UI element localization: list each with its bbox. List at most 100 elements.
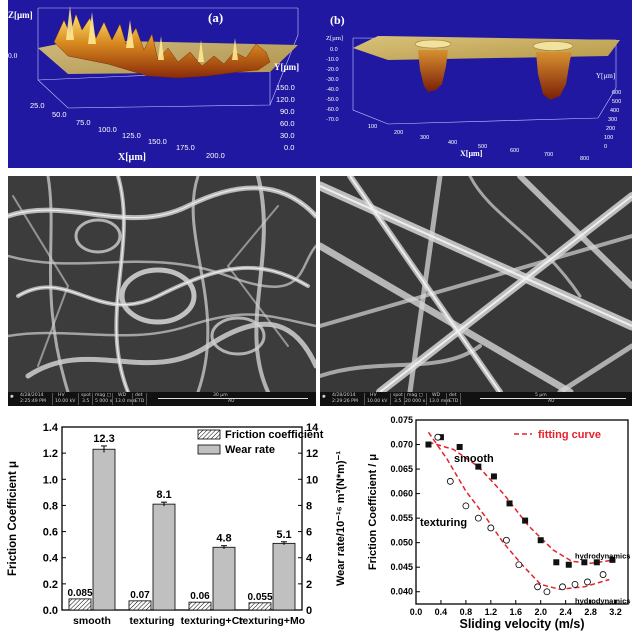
z-tick-b: -40.0 xyxy=(326,87,339,93)
x-ticks-b: 100 200 300 400 500 600 700 800 xyxy=(368,124,589,162)
scatter-chart-panel: 0.0 0.4 0.8 1.2 1.6 2.0 2.4 2.8 3.2 0.040 0.045 0.0… xyxy=(366,412,638,635)
sem-wd-label: WD xyxy=(118,393,127,398)
y-tick-label-right: 4 xyxy=(306,553,313,565)
x-axis-title-b: X[µm] xyxy=(460,149,483,158)
x-tick-a: 75.0 xyxy=(76,118,91,127)
y-tick-a: 120.0 xyxy=(276,95,295,104)
y-tick-a: 90.0 xyxy=(280,107,295,116)
y-tick-label: 0.040 xyxy=(390,587,413,597)
sem-det-label: det xyxy=(135,393,143,398)
sem-spot: 3.5 xyxy=(394,399,402,404)
friction-bar xyxy=(248,602,272,611)
panel-a-label: (a) xyxy=(208,10,223,25)
y-tick-b: 300 xyxy=(608,117,617,123)
y-tick-b: 500 xyxy=(612,99,621,105)
x-tick-a: 200.0 xyxy=(206,151,225,160)
y-tick-label-right: 10 xyxy=(306,474,318,486)
peaks-a xyxy=(66,6,238,62)
y-ticks-b: 600 500 400 300 200 100 0 xyxy=(604,90,621,150)
sem-mag: 20 000 x xyxy=(405,399,426,404)
sem-logo-icon: ✺ xyxy=(322,395,326,400)
y-tick-label-left: 1.0 xyxy=(43,474,58,486)
sem-date: 4/28/2014 xyxy=(20,393,44,398)
surface-figure: Z[µm] 0.0 (a) 25.0 50.0 75.0 100.0 125.0… xyxy=(8,6,621,163)
sem-right-fibers xyxy=(320,176,632,396)
y-tick-label-left: 0.2 xyxy=(43,579,58,591)
dimple-pit-1 xyxy=(418,50,448,92)
x-category-label: texturing+Mo xyxy=(239,615,305,627)
x-ticks-a: 25.0 50.0 75.0 100.0 125.0 150.0 175.0 2… xyxy=(30,101,225,160)
y-tick-label-left: 0.6 xyxy=(43,527,58,539)
sem-image-left: ✺ 4/28/2014 2:25:49 PM HV 10.00 kV spot … xyxy=(8,176,316,406)
wear-bar xyxy=(272,542,296,611)
sem-hv-label: HV xyxy=(370,393,377,398)
sem-scale-label: 30 µm xyxy=(213,393,228,398)
y-tick-label-left: 0.4 xyxy=(43,553,59,565)
data-point-smooth xyxy=(537,537,544,544)
x-tick-label: 0.0 xyxy=(410,607,423,617)
sem-date: 4/28/2014 xyxy=(332,393,356,398)
data-point-texturing xyxy=(584,578,591,586)
data-point-smooth xyxy=(581,559,588,566)
data-point-texturing xyxy=(462,502,470,510)
z-ticks-b: 0.0 -10.0 -20.0 -30.0 -40.0 -50.0 -60.0 … xyxy=(326,47,339,123)
friction-bar-label: 0.06 xyxy=(190,591,210,602)
y-tick-label-left: 0.8 xyxy=(43,500,58,512)
sem-mag-label: mag □ xyxy=(95,393,112,398)
sem-org: AU xyxy=(548,399,555,404)
data-point-texturing xyxy=(534,583,541,591)
panel-b-label: (b) xyxy=(330,13,345,27)
surface-a: Z[µm] 0.0 (a) 25.0 50.0 75.0 100.0 125.0… xyxy=(8,6,299,163)
friction-bar-label: 0.07 xyxy=(130,590,150,601)
x-tick-a: 50.0 xyxy=(52,110,67,119)
friction-bar-label: 0.085 xyxy=(67,588,92,599)
z-tick-b: -50.0 xyxy=(326,97,339,103)
sem-org: AU xyxy=(228,399,235,404)
y-tick-label: 0.065 xyxy=(390,464,413,474)
friction-bar xyxy=(68,598,92,611)
data-point-texturing xyxy=(515,561,523,569)
series-label-smooth: smooth xyxy=(454,453,494,465)
dimple-pit-2 xyxy=(536,52,572,100)
data-point-texturing xyxy=(559,583,566,591)
sem-wd-label: WD xyxy=(432,393,441,398)
wear-bar-label: 8.1 xyxy=(156,489,171,501)
z-axis-title-b: Z[µm] xyxy=(326,35,343,42)
wear-bar xyxy=(152,503,176,611)
sem-scale-label: 5 µm xyxy=(535,393,547,398)
y-axis-title-right: Wear rate/10⁻¹⁶ m³(N*m)⁻¹ xyxy=(335,451,347,586)
wear-bar xyxy=(212,546,236,611)
data-point-smooth xyxy=(475,463,482,470)
data-point-smooth xyxy=(609,556,616,563)
x-tick-b: 400 xyxy=(448,140,457,146)
y-tick-a: 150.0 xyxy=(276,83,295,92)
y-axis-title-a: Y[µm] xyxy=(274,62,299,72)
x-tick-a: 100.0 xyxy=(98,125,117,134)
data-point-texturing xyxy=(599,571,607,578)
plot-frame xyxy=(415,419,629,605)
x-category-label: texturing+Cr xyxy=(181,615,244,627)
sem-det-label: det xyxy=(449,393,457,398)
data-point-texturing xyxy=(571,580,579,588)
y-axis-title-b: Y[µm] xyxy=(596,72,615,80)
data-point-smooth xyxy=(456,443,463,450)
dimple-rim-1 xyxy=(414,39,452,49)
x-tick-b: 500 xyxy=(478,144,487,150)
x-tick-b: 100 xyxy=(368,124,377,130)
x-tick-label: 0.4 xyxy=(435,607,448,617)
y-tick-a: 60.0 xyxy=(280,119,295,128)
x-category-label: smooth xyxy=(73,615,111,627)
x-axis-title-a: X[µm] xyxy=(118,152,146,163)
y-tick-label-left: 0.0 xyxy=(43,605,58,617)
wear-bar-label: 5.1 xyxy=(276,529,291,541)
sem-wd: 13.0 mm xyxy=(429,399,450,404)
y-ticks-a: 150.0 120.0 90.0 60.0 30.0 0.0 xyxy=(276,83,295,152)
z-tick-b: -60.0 xyxy=(326,107,339,113)
y-axis-title: Friction Coefficient / μ xyxy=(367,454,379,570)
sem-spot-label: spot xyxy=(393,393,403,398)
data-point-smooth xyxy=(593,559,600,566)
data-point-texturing xyxy=(543,588,551,596)
sem-time: 2:25:49 PM xyxy=(20,399,46,404)
z-tick-b: -10.0 xyxy=(326,57,339,63)
x-tick-a: 25.0 xyxy=(30,101,45,110)
